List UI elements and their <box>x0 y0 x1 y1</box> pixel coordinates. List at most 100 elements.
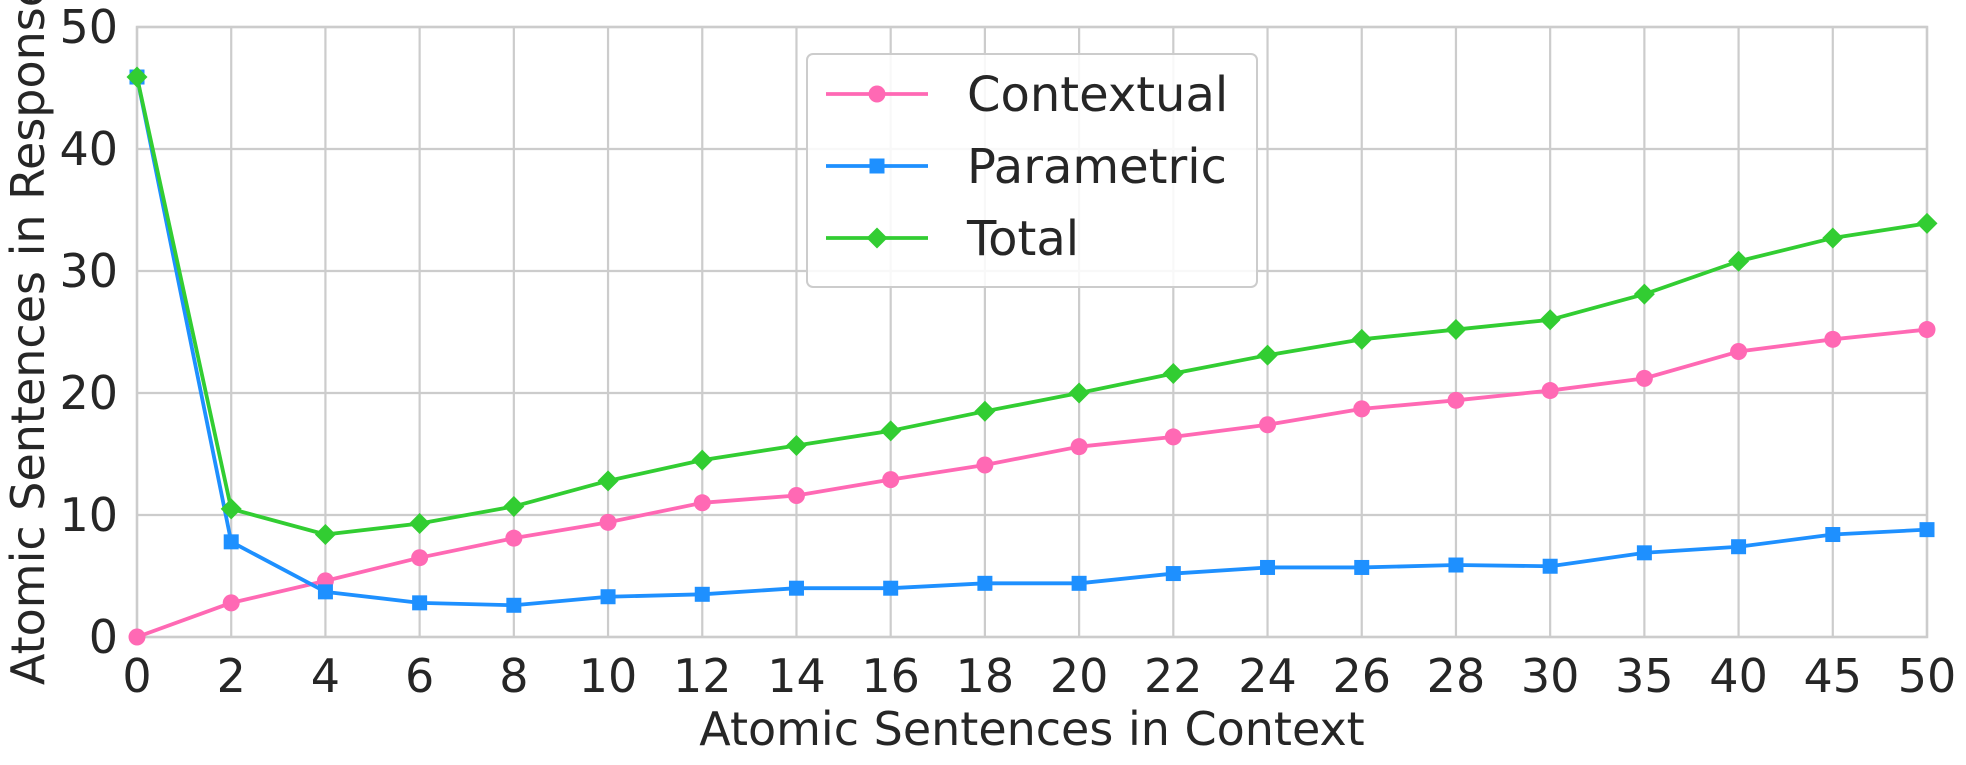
y-tick-label: 0 <box>89 610 118 664</box>
parametric-point <box>1919 522 1935 538</box>
contextual-point <box>1259 416 1277 434</box>
contextual-line <box>136 327 1928 639</box>
contextual-point <box>411 549 429 567</box>
parametric-point <box>412 595 428 611</box>
contextual-point <box>222 594 240 612</box>
x-axis-title: Atomic Sentences in Context <box>699 702 1364 756</box>
x-tick-labels: 0 2 4 6 8 10 12 14 16 18 20 22 24 26 28 30 35 40 45 50 <box>122 649 1956 703</box>
total-point <box>1257 344 1279 366</box>
total-point <box>974 400 996 422</box>
parametric-point <box>1636 545 1652 561</box>
legend-marker <box>866 227 888 249</box>
parametric-point <box>600 589 616 605</box>
total-line <box>135 76 1928 537</box>
total-point <box>1351 328 1373 350</box>
series-total <box>126 66 1938 546</box>
total-point <box>1633 283 1655 305</box>
parametric-point <box>1448 557 1464 573</box>
parametric-point <box>1260 559 1276 575</box>
total-point <box>220 498 242 520</box>
legend-label: Total <box>966 211 1079 267</box>
contextual-point <box>128 628 146 646</box>
legend-item-contextual: Contextual <box>826 67 1228 123</box>
contextual-point <box>693 494 711 512</box>
y-tick-label: 30 <box>59 244 118 298</box>
series-layer <box>126 66 1938 646</box>
x-tick-label: 35 <box>1615 649 1674 703</box>
legend-label: Contextual <box>967 67 1228 123</box>
x-tick-label: 6 <box>405 649 434 703</box>
y-tick-label: 10 <box>59 488 118 542</box>
parametric-point <box>788 580 804 596</box>
x-tick-label: 4 <box>311 649 340 703</box>
parametric-point <box>506 597 522 613</box>
series-contextual <box>128 321 1936 646</box>
total-point <box>1539 309 1561 331</box>
x-tick-label: 20 <box>1050 649 1109 703</box>
total-point <box>785 434 807 456</box>
x-tick-label: 8 <box>499 649 528 703</box>
total-point <box>126 66 148 88</box>
legend: Contextual Parametric Total <box>806 53 1258 288</box>
contextual-point <box>976 456 994 474</box>
total-point <box>1445 319 1467 341</box>
legend-marker <box>869 158 885 174</box>
total-point <box>409 513 431 535</box>
parametric-point <box>1165 566 1181 582</box>
total-point <box>1068 382 1090 404</box>
parametric-point <box>317 584 333 600</box>
contextual-point <box>1635 369 1653 387</box>
y-axis-title: Atomic Sentences in Response <box>1 0 55 685</box>
contextual-point <box>1541 382 1559 400</box>
parametric-point <box>1825 527 1841 543</box>
x-tick-label: 14 <box>767 649 826 703</box>
y-tick-label: 40 <box>59 122 118 176</box>
x-tick-label: 50 <box>1898 649 1957 703</box>
x-tick-label: 16 <box>861 649 920 703</box>
y-tick-labels: 0 10 20 30 40 50 <box>59 0 118 664</box>
total-point <box>503 495 525 517</box>
contextual-point <box>1447 391 1465 409</box>
parametric-point <box>1542 558 1558 574</box>
series-parametric <box>129 69 1935 613</box>
x-tick-label: 22 <box>1144 649 1203 703</box>
parametric-point <box>694 586 710 602</box>
legend-item-parametric: Parametric <box>826 139 1227 195</box>
total-point <box>314 524 336 546</box>
contextual-point <box>599 513 617 531</box>
contextual-point <box>1070 438 1088 456</box>
parametric-point <box>1354 559 1370 575</box>
total-point <box>1162 362 1184 384</box>
contextual-point <box>1353 400 1371 418</box>
x-tick-label: 2 <box>217 649 246 703</box>
y-tick-label: 20 <box>59 366 118 420</box>
legend-item-total: Total <box>826 211 1079 267</box>
x-tick-label: 28 <box>1427 649 1486 703</box>
total-point <box>1728 250 1750 272</box>
x-tick-label: 30 <box>1521 649 1580 703</box>
total-point <box>880 420 902 442</box>
x-tick-label: 26 <box>1332 649 1391 703</box>
legend-label: Parametric <box>967 139 1227 195</box>
parametric-point <box>223 534 239 550</box>
x-tick-label: 12 <box>673 649 732 703</box>
contextual-point <box>1918 321 1936 339</box>
parametric-point <box>1071 575 1087 591</box>
x-tick-label: 40 <box>1709 649 1768 703</box>
contextual-point <box>882 471 900 489</box>
y-tick-label: 50 <box>59 0 118 54</box>
parametric-point <box>883 580 899 596</box>
parametric-point <box>977 575 993 591</box>
parametric-point <box>1731 539 1747 555</box>
contextual-point <box>787 486 805 504</box>
x-tick-label: 0 <box>122 649 151 703</box>
total-point <box>1916 212 1938 234</box>
legend-box <box>806 53 1258 288</box>
total-point <box>1822 227 1844 249</box>
contextual-point <box>505 529 523 547</box>
contextual-point <box>1730 343 1748 361</box>
contextual-point <box>1824 330 1842 348</box>
parametric-line <box>135 76 1928 608</box>
x-tick-label: 24 <box>1238 649 1297 703</box>
